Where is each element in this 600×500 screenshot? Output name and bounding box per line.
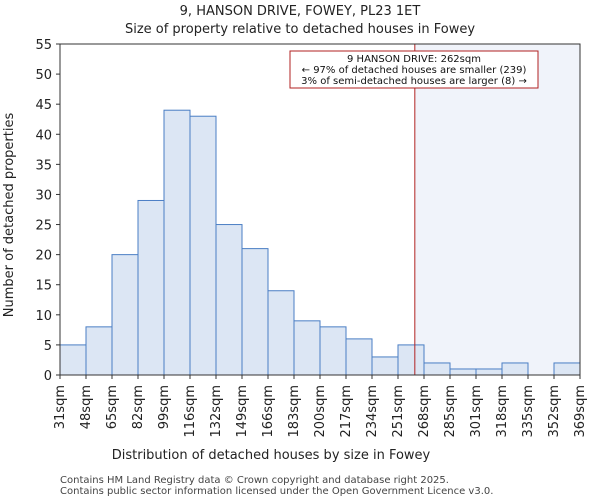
x-tick-label-352sqm: 352sqm <box>547 385 562 438</box>
bar-268sqm <box>423 362 451 376</box>
x-axis: 31sqm 48sqm 65sqm 82sqm 99sqm 116sqm 132sqm 149… <box>53 375 588 438</box>
y-axis: 0 5 10 15 20 25 30 35 40 45 50 55 <box>35 38 60 384</box>
x-tick-label-183sqm: 183sqm <box>287 385 302 438</box>
bar-183sqm <box>293 320 321 376</box>
x-tick-label-31sqm: 31sqm <box>53 385 68 429</box>
annotation-line-1: 9 HANSON DRIVE: 262sqm <box>347 54 481 65</box>
annotation-box: 9 HANSON DRIVE: 262sqm ← 97% of detached… <box>289 50 539 89</box>
x-tick-label-318sqm: 318sqm <box>495 385 510 438</box>
x-tick-label-132sqm: 132sqm <box>209 385 224 438</box>
annotation-line-2: ← 97% of detached houses are smaller (23… <box>302 65 527 76</box>
x-tick-label-82sqm: 82sqm <box>131 385 146 429</box>
bar-149sqm <box>241 248 269 376</box>
y-tick-label-0: 0 <box>44 369 52 384</box>
bar-116sqm <box>189 115 217 376</box>
x-tick-label-65sqm: 65sqm <box>105 385 120 429</box>
y-tick-label-55: 55 <box>35 38 52 53</box>
bar-301sqm <box>475 368 503 376</box>
bar-48sqm <box>85 326 113 376</box>
x-axis-label: Distribution of detached houses by size … <box>112 448 431 463</box>
footer-line-2: Contains public sector information licen… <box>60 486 493 497</box>
x-tick-label-285sqm: 285sqm <box>443 385 458 438</box>
y-tick-label-10: 10 <box>35 309 52 324</box>
y-tick-label-25: 25 <box>35 219 52 234</box>
x-tick-label-116sqm: 116sqm <box>183 385 198 438</box>
x-tick-label-335sqm: 335sqm <box>521 385 536 438</box>
chart-subtitle: Size of property relative to detached ho… <box>125 22 475 37</box>
y-tick-label-50: 50 <box>35 68 52 83</box>
bar-318sqm <box>501 362 529 376</box>
bar-132sqm <box>215 224 243 376</box>
bar-234sqm <box>371 356 399 376</box>
x-tick-label-99sqm: 99sqm <box>157 385 172 429</box>
y-tick-label-45: 45 <box>35 98 52 113</box>
annotation-line-3: 3% of semi-detached houses are larger (8… <box>301 76 527 87</box>
bar-31sqm <box>59 344 87 376</box>
bar-352sqm <box>553 362 581 376</box>
bar-285sqm <box>449 368 477 376</box>
y-tick-label-15: 15 <box>35 279 52 294</box>
x-tick-label-234sqm: 234sqm <box>365 385 380 438</box>
y-axis-label: Number of detached properties <box>2 113 17 318</box>
y-tick-label-30: 30 <box>35 188 52 203</box>
bar-166sqm <box>267 290 295 376</box>
chart-title: 9, HANSON DRIVE, FOWEY, PL23 1ET <box>180 4 421 19</box>
x-tick-label-200sqm: 200sqm <box>313 385 328 438</box>
annotation-border <box>289 50 539 89</box>
bar-99sqm <box>163 109 191 376</box>
larger-region-shade <box>414 44 580 375</box>
y-tick-label-40: 40 <box>35 128 52 143</box>
bar-217sqm <box>345 338 373 376</box>
x-tick-label-149sqm: 149sqm <box>235 385 250 438</box>
y-tick-label-35: 35 <box>35 158 52 173</box>
bars-group <box>59 109 581 376</box>
footer-line-1: Contains HM Land Registry data © Crown c… <box>60 475 449 486</box>
x-tick-label-217sqm: 217sqm <box>339 385 354 438</box>
y-tick-label-5: 5 <box>44 339 52 354</box>
x-tick-label-369sqm: 369sqm <box>573 385 588 438</box>
x-tick-label-166sqm: 166sqm <box>261 385 276 438</box>
bar-82sqm <box>137 199 165 376</box>
x-tick-label-301sqm: 301sqm <box>469 385 484 438</box>
y-tick-label-20: 20 <box>35 249 52 264</box>
bar-200sqm <box>319 326 347 376</box>
x-tick-label-48sqm: 48sqm <box>79 385 94 429</box>
bar-65sqm <box>111 254 139 376</box>
x-tick-label-268sqm: 268sqm <box>417 385 432 438</box>
x-tick-label-251sqm: 251sqm <box>391 385 406 438</box>
bar-251sqm <box>397 344 425 376</box>
